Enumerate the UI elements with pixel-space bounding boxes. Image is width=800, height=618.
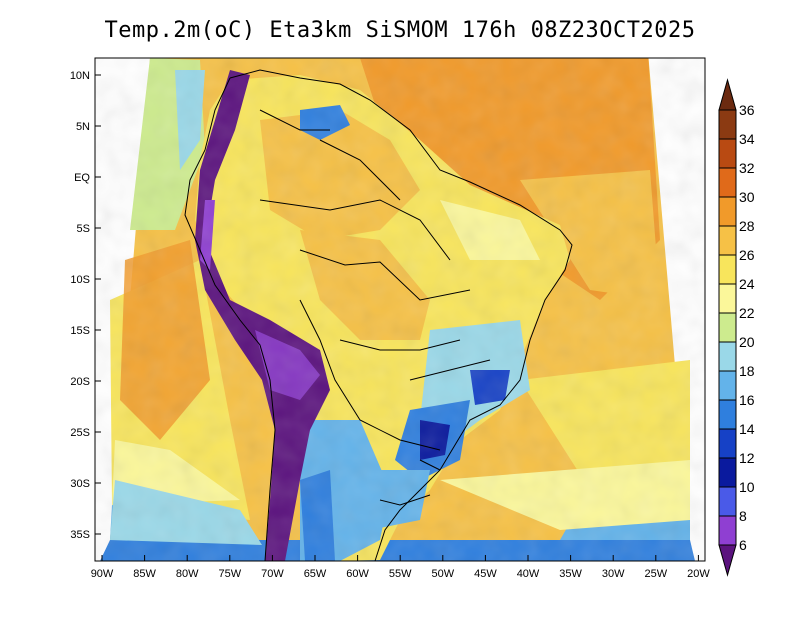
colorbar-label: 24: [739, 276, 755, 292]
lon-label: 65W: [304, 568, 327, 580]
colorbar-segment: [718, 486, 737, 517]
colorbar-label: 28: [739, 218, 755, 234]
colorbar-label: 20: [739, 334, 755, 350]
lat-label: 5N: [76, 121, 90, 133]
colorbar-label: 34: [739, 131, 755, 147]
colorbar-segment: [718, 138, 737, 169]
lon-label: 85W: [133, 568, 156, 580]
lat-label: 30S: [70, 478, 90, 490]
colorbar-segment: [718, 167, 737, 198]
lat-label: 15S: [70, 325, 90, 337]
colorbar-segment: [718, 283, 737, 314]
lat-label: 20S: [70, 376, 90, 388]
colorbar-segment: [718, 515, 737, 546]
colorbar-arrow-bottom: [718, 544, 737, 577]
lat-label: 10N: [70, 70, 90, 82]
colorbar-segment: [718, 428, 737, 459]
lon-label: 80W: [176, 568, 199, 580]
lon-label: 25W: [644, 568, 667, 580]
lon-label: 60W: [346, 568, 369, 580]
colorbar: 36 34 32 30 28 26 24 22 20 18 16 14 12 10 8 6: [718, 78, 755, 577]
lat-label: 10S: [70, 274, 90, 286]
lon-label: 90W: [91, 568, 114, 580]
colorbar-label: 22: [739, 305, 755, 321]
longitude-axis: 90W 85W 80W 75W 70W 65W 60W 55W 50W 45W 40W 35W 30W 2…: [91, 555, 710, 580]
colorbar-segment: [718, 254, 737, 285]
colorbar-label: 14: [739, 421, 755, 437]
lon-label: 35W: [559, 568, 582, 580]
colorbar-segment: [718, 312, 737, 343]
colorbar-segment: [718, 457, 737, 488]
colorbar-label: 18: [739, 363, 755, 379]
map-title: Temp.2m(oC) Eta3km SiSMOM 176h 08Z23OCT2…: [104, 18, 696, 43]
colorbar-arrow-top: [718, 78, 737, 111]
colorbar-label: 10: [739, 479, 755, 495]
lon-label: 70W: [261, 568, 284, 580]
colorbar-segment: [718, 399, 737, 430]
lat-label: 25S: [70, 427, 90, 439]
colorbar-label: 36: [739, 102, 755, 118]
temperature-field: [95, 58, 705, 561]
colorbar-label: 6: [739, 537, 747, 553]
colorbar-label: 26: [739, 247, 755, 263]
lon-label: 40W: [517, 568, 540, 580]
lon-label: 75W: [218, 568, 241, 580]
lon-label: 45W: [474, 568, 497, 580]
lon-label: 20W: [687, 568, 710, 580]
colorbar-segment: [718, 109, 737, 140]
colorbar-label: 16: [739, 392, 755, 408]
lat-label: 35S: [70, 529, 90, 541]
lat-label: 5S: [77, 223, 90, 235]
colorbar-segment: [718, 225, 737, 256]
colorbar-segment: [718, 370, 737, 401]
latitude-axis: 10N 5N EQ 5S 10S 15S 20S 25S 30S 35S: [70, 70, 101, 541]
lon-label: 50W: [431, 568, 454, 580]
lon-label: 30W: [602, 568, 625, 580]
colorbar-segment: [718, 341, 737, 372]
coastline-borders: [184, 69, 573, 561]
lon-label: 55W: [389, 568, 412, 580]
lat-label: EQ: [74, 172, 90, 184]
colorbar-segment: [718, 196, 737, 227]
colorbar-label: 30: [739, 189, 755, 205]
colorbar-label: 32: [739, 160, 755, 176]
colorbar-label: 8: [739, 508, 747, 524]
colorbar-label: 12: [739, 450, 755, 466]
